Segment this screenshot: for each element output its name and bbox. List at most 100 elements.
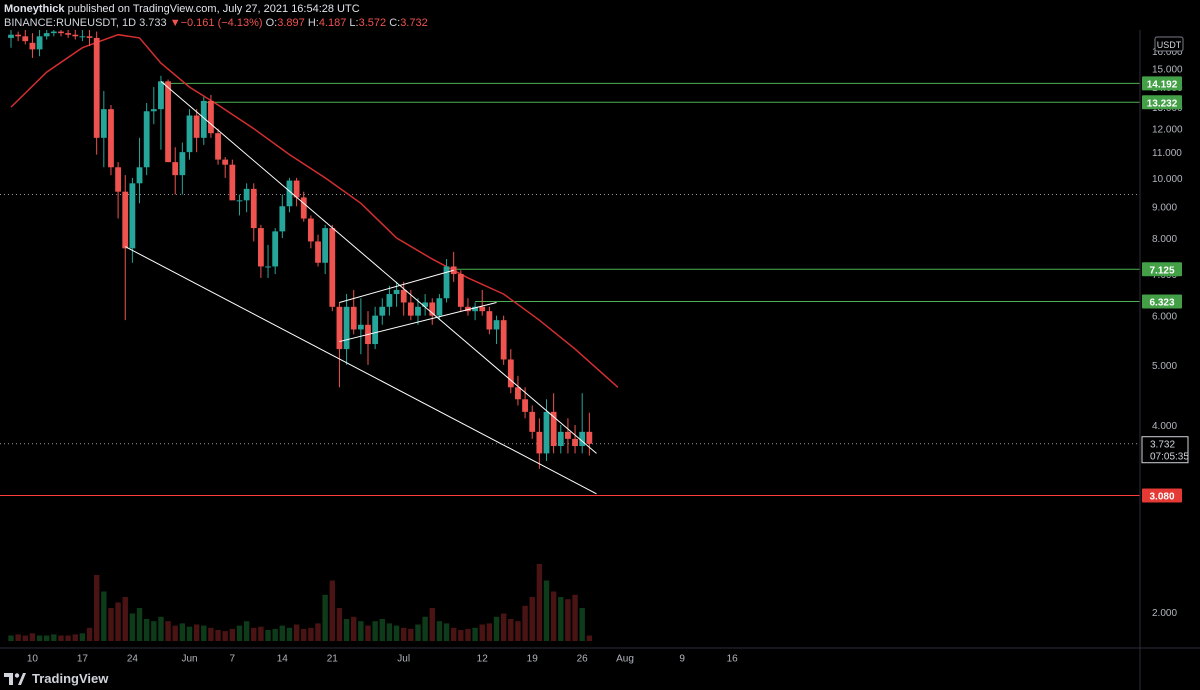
volume-bar (472, 627, 478, 641)
volume-bar (543, 580, 550, 641)
candle-body (72, 34, 79, 37)
candle-body (479, 306, 486, 312)
level-tag-label: 13.232 (1147, 98, 1178, 109)
volume-bar (415, 624, 421, 641)
x-tick-label: Jul (397, 653, 410, 664)
candle-body (65, 33, 72, 35)
volume-bar (536, 564, 543, 641)
y-tick-label: 4.000 (1152, 421, 1177, 432)
currency-badge (1154, 36, 1184, 52)
candle-body (407, 302, 414, 316)
high-value: 4.187 (318, 17, 347, 29)
volume-bar (450, 627, 457, 641)
current-close: 3.733 (139, 17, 167, 29)
x-tick-label: Aug (616, 653, 634, 664)
candle-body (272, 231, 279, 267)
candle-body (457, 274, 464, 307)
trendline-layer (125, 80, 597, 495)
volume-layer (8, 564, 593, 641)
y-tick-label: 9.000 (1152, 202, 1177, 213)
candle-body (150, 109, 157, 112)
volume-bar (351, 616, 357, 641)
volume-bar (8, 635, 14, 641)
candle-body (93, 37, 100, 138)
y-tick-label: 16.000 (1152, 47, 1183, 58)
volume-bar (151, 621, 157, 641)
volume-bar (165, 621, 171, 641)
level-tag-label: 14.192 (1147, 79, 1178, 90)
volume-bar (243, 621, 250, 641)
candle-body (429, 302, 436, 316)
volume-bar (522, 605, 528, 641)
publisher-name[interactable]: Moneythick (4, 3, 65, 15)
volume-bar (143, 619, 150, 641)
publish-text: published on TradingView.com, July 27, 2… (67, 3, 360, 15)
candle-body (343, 306, 350, 350)
volume-bar (136, 608, 143, 641)
volume-bar (36, 635, 43, 641)
volume-bar (429, 608, 435, 641)
volume-bar (65, 635, 71, 641)
level-tag (1142, 76, 1182, 91)
volume-bar (493, 616, 500, 641)
candle-body (293, 180, 300, 198)
chart-header: Moneythick published on TradingView.com,… (4, 2, 428, 30)
candle-body (579, 431, 586, 447)
x-tick-label: 16 (727, 653, 739, 664)
volume-bar (550, 591, 557, 641)
candle-body (465, 306, 471, 312)
volume-bar (329, 580, 335, 641)
volume-bar (508, 619, 514, 641)
volume-bar (336, 608, 343, 641)
volume-bar (365, 625, 371, 641)
level-tag (1142, 294, 1182, 309)
candle-body (307, 218, 314, 242)
volume-bar (79, 633, 86, 641)
volume-bar (401, 627, 407, 641)
volume-bar (229, 628, 236, 641)
volume-bar (251, 627, 257, 641)
candle-body (572, 438, 578, 447)
volume-bar (272, 628, 278, 641)
open-label: O: (265, 17, 278, 29)
candle-body (143, 111, 150, 168)
candle-body (50, 31, 57, 34)
volume-bar (258, 626, 264, 641)
volume-bar (479, 624, 485, 641)
volume-bar (572, 594, 578, 641)
y-tick-label: 12.000 (1152, 125, 1183, 136)
ohlc-line: BINANCE:RUNEUSDT, 1D 3.733 ▼ −0.161 (−4.… (4, 16, 428, 30)
volume-bar (379, 619, 385, 641)
volume-bar (358, 621, 364, 641)
candle-body (557, 431, 564, 447)
volume-bar (115, 602, 121, 641)
candle-body (386, 294, 393, 307)
tradingview-logo-icon (4, 672, 26, 685)
candle-body (422, 302, 429, 307)
volume-bar (265, 630, 271, 641)
change-value: −0.161 (−4.13%) (180, 17, 263, 29)
volume-bar (15, 634, 21, 641)
volume-bar (93, 575, 100, 641)
close-label: C: (389, 17, 401, 29)
symbol-label[interactable]: BINANCE:RUNEUSDT, 1D (4, 17, 137, 29)
candle-body (515, 387, 521, 400)
candle-body (372, 315, 379, 345)
volume-bar (72, 634, 78, 641)
candle-body (522, 399, 528, 412)
volume-bar (108, 608, 114, 641)
candle-body (436, 298, 443, 316)
tradingview-logo[interactable]: TradingView (4, 671, 108, 686)
y-tick-label: 6.000 (1152, 312, 1177, 323)
trend-line (125, 246, 597, 495)
level-tag-label: 3.080 (1149, 492, 1174, 503)
high-label: H: (307, 17, 319, 29)
volume-bar (193, 624, 200, 641)
candle-body (493, 320, 500, 330)
moving-average-layer (10, 33, 619, 388)
volume-bar (222, 631, 228, 641)
bar-countdown-label: 07:05:35 (1150, 452, 1189, 463)
candle-body (122, 191, 129, 249)
candle-body (236, 200, 243, 202)
